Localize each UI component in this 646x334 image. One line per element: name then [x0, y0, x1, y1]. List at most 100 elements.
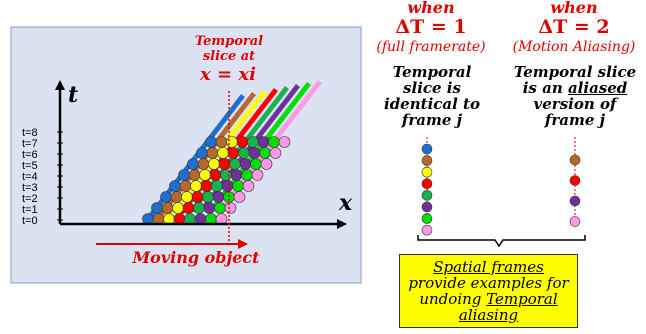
- trajectory-dot: [199, 169, 211, 181]
- temporal-word: Temporal: [486, 290, 558, 308]
- trajectory-dot: [208, 158, 220, 170]
- trajectory-dot: [161, 202, 174, 214]
- trajectory-dot: [226, 136, 238, 148]
- trajectory-dot: [250, 158, 262, 170]
- trajectory-dot: [187, 158, 199, 170]
- trajectory-dot: [203, 202, 216, 214]
- note-line: undoing Temporal: [400, 291, 577, 307]
- slice-label-line2: slice at: [203, 49, 255, 64]
- trajectory-dot: [182, 202, 195, 214]
- aliased-slice-dot: [569, 175, 581, 186]
- trajectory-dot: [160, 191, 172, 203]
- trajectory-dot: [217, 147, 229, 159]
- column-2-desc-line: is an aliased: [508, 80, 642, 96]
- trajectory-dot: [151, 202, 163, 214]
- slice-dot: [421, 224, 433, 236]
- time-tick-label: t=7: [22, 138, 38, 150]
- trajectory-dot: [215, 136, 228, 148]
- column-1-desc-line: Temporal: [392, 63, 472, 81]
- trajectory-dot: [251, 169, 264, 181]
- slice-column-1-dots: [421, 143, 433, 236]
- time-tick-label: t=6: [22, 149, 38, 161]
- column-1-description: Temporal slice is identical to frame j: [378, 64, 486, 128]
- moving-object-label: Moving object: [131, 248, 260, 267]
- column-1-framerate: (full framerate): [376, 39, 486, 55]
- time-tick-label: t=8: [22, 127, 38, 139]
- trajectory-dot: [229, 158, 241, 170]
- trajectory-dot: [197, 158, 210, 170]
- column-2-desc-line: version of: [533, 95, 617, 113]
- trajectory-dot: [181, 191, 193, 203]
- column-2-delta: ΔT = 2: [538, 16, 610, 38]
- column-1-desc-line: slice is: [403, 79, 461, 97]
- trajectory-dot: [269, 147, 282, 159]
- slice-label-equation: x = xi: [199, 64, 256, 85]
- time-tick-label: t=1: [22, 204, 38, 216]
- trajectory-dot: [179, 180, 192, 192]
- trajectory-dot: [238, 147, 250, 159]
- aliased-slice-dot: [569, 195, 581, 207]
- trajectory-dot: [259, 147, 271, 159]
- trajectory-dot: [247, 136, 259, 148]
- trajectory-dot: [212, 191, 225, 203]
- slice-dot: [421, 155, 433, 166]
- aliased-word: aliased: [567, 79, 628, 97]
- column-2-header: when ΔT = 2 (Motion Aliasing): [506, 0, 642, 56]
- time-ticks: t=8t=7t=6t=5t=4t=3t=2t=1t=0: [22, 127, 63, 227]
- slice-dot: [421, 178, 433, 190]
- aliased-slice-dot: [569, 154, 581, 166]
- trajectory-dot: [221, 180, 234, 192]
- note-part: undoing: [419, 290, 487, 308]
- trajectory-dot: [202, 191, 214, 203]
- slice-label-line1: Temporal: [195, 34, 263, 49]
- trajectory-dot: [205, 136, 217, 148]
- grouping-brace: [417, 235, 586, 248]
- trajectory-dot: [191, 191, 204, 203]
- trajectory-dot: [278, 136, 291, 148]
- time-tick-label: t=4: [22, 171, 38, 183]
- x-axis-label: x: [338, 190, 353, 216]
- column-1-desc-line: frame j: [401, 111, 463, 129]
- slice-dot: [421, 166, 433, 178]
- trajectory-dot: [190, 180, 202, 192]
- slice-dot: [421, 213, 433, 224]
- trajectory-dot: [260, 158, 273, 170]
- trajectory-dot: [170, 191, 183, 203]
- column-1-desc-line: identical to: [384, 95, 480, 113]
- trajectory-dot: [220, 169, 232, 181]
- time-tick-label: t=2: [22, 193, 38, 205]
- slice-dot: [421, 143, 433, 155]
- trajectory-dot: [224, 202, 237, 214]
- trajectory-dot: [233, 191, 246, 203]
- column-2-desc-line: frame j: [544, 111, 606, 129]
- t-axis-label: t: [68, 82, 78, 108]
- trajectory-dot: [268, 136, 280, 148]
- slice-dot: [421, 190, 433, 201]
- time-tick-label: t=5: [22, 160, 38, 172]
- slice-dot: [421, 201, 433, 213]
- trajectory-dot: [248, 147, 261, 159]
- trajectory-dot: [188, 169, 201, 181]
- column-1-header: when ΔT = 1 (full framerate): [362, 0, 500, 56]
- trajectory-dot: [178, 169, 190, 181]
- column-2-when: when: [550, 0, 598, 17]
- trajectory-dot: [239, 158, 252, 170]
- trajectory-dot: [242, 180, 255, 192]
- trajectory-dot: [209, 169, 222, 181]
- trajectory-dot: [230, 169, 243, 181]
- trajectory-dot: [214, 202, 226, 214]
- column-2-aliasing: (Motion Aliasing): [512, 39, 636, 55]
- trajectory-dot: [232, 180, 244, 192]
- trajectory-dot: [169, 180, 181, 192]
- note-line: provide examples for: [408, 274, 569, 292]
- trajectory-dot: [236, 136, 249, 148]
- note-line: aliasing: [458, 306, 519, 324]
- trajectory-dot: [200, 180, 213, 192]
- plot-panel: [10, 26, 362, 284]
- slice-column-2-dots: [569, 154, 581, 227]
- trajectory-dot: [211, 180, 223, 192]
- column-2-desc-part: is an: [522, 79, 568, 97]
- trajectory-dot: [257, 136, 270, 148]
- time-tick-label: t=3: [22, 182, 38, 194]
